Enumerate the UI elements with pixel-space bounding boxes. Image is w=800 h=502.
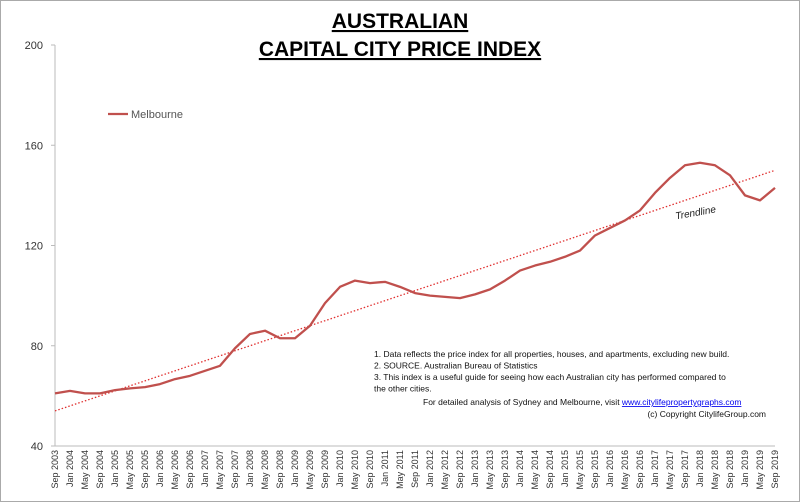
x-tick-label: May 2008 xyxy=(260,450,270,490)
x-tick-label: Jan 2005 xyxy=(110,450,120,487)
x-tick-label: May 2006 xyxy=(170,450,180,490)
x-tick-label: Jan 2004 xyxy=(65,450,75,487)
x-tick-label: May 2017 xyxy=(665,450,675,490)
x-tick-label: Sep 2011 xyxy=(410,450,420,488)
legend-label: Melbourne xyxy=(131,109,183,121)
y-tick-label: 200 xyxy=(25,40,43,52)
x-tick-label: Jan 2006 xyxy=(155,450,165,487)
x-tick-label: Sep 2005 xyxy=(140,450,150,489)
x-tick-label: Sep 2008 xyxy=(275,450,285,489)
x-tick-label: Sep 2018 xyxy=(725,450,735,489)
x-tick-label: Jan 2010 xyxy=(335,450,345,487)
note: 1. Data reflects the price index for all… xyxy=(374,349,729,359)
x-tick-label: Jan 2009 xyxy=(290,450,300,487)
x-tick-label: Sep 2012 xyxy=(455,450,465,489)
x-tick-label: Jan 2008 xyxy=(245,450,255,487)
x-tick-label: May 2013 xyxy=(485,450,495,490)
x-tick-label: Sep 2003 xyxy=(50,450,60,489)
x-tick-label: Sep 2013 xyxy=(500,450,510,489)
y-tick-label: 160 xyxy=(25,140,43,152)
x-tick-label: May 2005 xyxy=(125,450,135,490)
x-tick-label: Sep 2015 xyxy=(590,450,600,489)
x-tick-label: Jan 2019 xyxy=(740,450,750,487)
x-tick-label: Sep 2007 xyxy=(230,450,240,489)
note: 2. SOURCE. Australian Bureau of Statisti… xyxy=(374,361,537,371)
x-tick-label: Jan 2015 xyxy=(560,450,570,487)
x-tick-label: May 2007 xyxy=(215,450,225,490)
x-tick-label: May 2018 xyxy=(710,450,720,490)
x-tick-label: Sep 2006 xyxy=(185,450,195,489)
x-tick-label: Jan 2013 xyxy=(470,450,480,487)
x-tick-label: May 2004 xyxy=(80,450,90,490)
x-tick-label: Sep 2016 xyxy=(635,450,645,489)
x-tick-label: May 2010 xyxy=(350,450,360,490)
x-tick-label: Jan 2018 xyxy=(695,450,705,487)
note: 3. This index is a useful guide for seei… xyxy=(374,372,726,382)
y-tick-label: 120 xyxy=(25,241,43,253)
x-tick-label: May 2019 xyxy=(755,450,765,490)
x-tick-label: Sep 2010 xyxy=(365,450,375,489)
x-tick-label: Jan 2016 xyxy=(605,450,615,487)
x-tick-label: Sep 2019 xyxy=(770,450,780,489)
x-tick-label: Sep 2017 xyxy=(680,450,690,489)
x-tick-label: May 2015 xyxy=(575,450,585,490)
x-tick-label: Sep 2004 xyxy=(95,450,105,489)
x-tick-label: May 2009 xyxy=(305,450,315,490)
visit-text: For detailed analysis of Sydney and Melb… xyxy=(423,397,622,407)
copyright: (c) Copyright CitylifeGroup.com xyxy=(647,409,766,419)
series-line xyxy=(54,161,776,395)
trendline xyxy=(54,169,776,412)
x-tick-label: May 2012 xyxy=(440,450,450,490)
x-tick-label: Sep 2009 xyxy=(320,450,330,489)
x-tick-label: Jan 2012 xyxy=(425,450,435,487)
x-tick-label: Jan 2017 xyxy=(650,450,660,487)
x-tick-label: May 2016 xyxy=(620,450,630,490)
link[interactable]: www.citylifepropertygraphs.com xyxy=(621,397,742,407)
y-tick-label: 80 xyxy=(31,341,43,353)
chart-title: AUSTRALIAN xyxy=(332,10,469,33)
note: the other cities. xyxy=(374,384,432,394)
chart-title: CAPITAL CITY PRICE INDEX xyxy=(259,38,541,61)
note-visit: For detailed analysis of Sydney and Melb… xyxy=(423,397,741,407)
x-tick-label: Jan 2014 xyxy=(515,450,525,487)
x-tick-label: Jan 2011 xyxy=(380,450,390,486)
x-tick-label: May 2014 xyxy=(530,450,540,490)
y-tick-label: 40 xyxy=(31,441,43,453)
x-tick-label: Sep 2014 xyxy=(545,450,555,489)
x-tick-label: May 2011 xyxy=(395,450,405,489)
x-tick-label: Jan 2007 xyxy=(200,450,210,487)
